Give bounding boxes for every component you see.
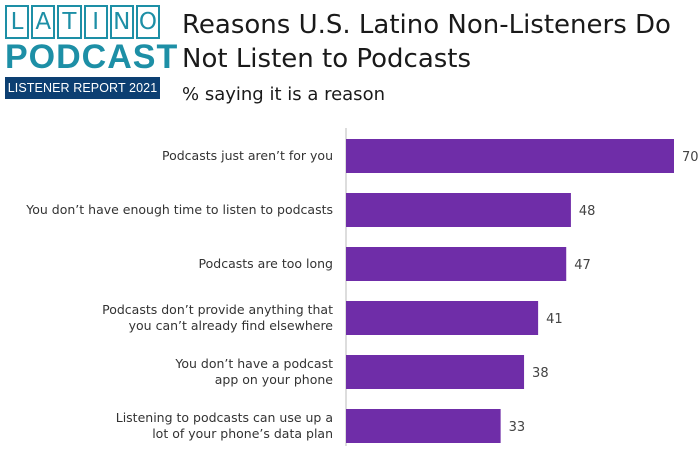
logo-letter: L	[5, 5, 30, 39]
logo-letter: A	[31, 5, 56, 39]
category-label: lot of your phone’s data plan	[152, 426, 333, 441]
data-label: 70	[682, 150, 699, 165]
category-label: You don’t have enough time to listen to …	[25, 202, 333, 217]
logo-latino-wordmark: L A T I N O	[5, 5, 161, 39]
bar	[346, 193, 571, 227]
data-label: 47	[574, 258, 591, 273]
category-label: app on your phone	[215, 372, 334, 387]
category-label: Podcasts don’t provide anything that	[102, 302, 333, 317]
latino-podcast-logo: L A T I N O PODCAST LISTENER REPORT 2021	[5, 5, 179, 99]
bar	[346, 301, 539, 335]
logo-report-banner: LISTENER REPORT 2021	[5, 77, 160, 99]
category-label: Podcasts are too long	[199, 256, 333, 271]
data-label: 38	[532, 366, 549, 381]
bar	[346, 247, 567, 281]
bar	[346, 355, 525, 389]
category-label: you can’t already find elsewhere	[129, 318, 334, 333]
category-label: You don’t have a podcast	[174, 356, 333, 371]
bar	[346, 409, 501, 443]
logo-letter: N	[109, 5, 134, 39]
plot-area: 70 Podcasts just aren’t for you 48 You don’…	[25, 128, 699, 446]
category-label: Listening to podcasts can use up a	[116, 410, 333, 425]
logo-letter: I	[83, 5, 108, 39]
chart-title: Reasons U.S. Latino Non-Listeners Do Not…	[182, 10, 671, 74]
category-label: Podcasts just aren’t for you	[162, 148, 333, 163]
data-label: 48	[579, 204, 596, 219]
data-label: 41	[546, 312, 563, 327]
bar	[346, 139, 674, 173]
chart-subtitle: % saying it is a reason	[182, 84, 385, 105]
data-label: 33	[509, 420, 526, 435]
logo-letter: O	[135, 5, 161, 39]
logo-letter: T	[57, 5, 82, 39]
logo-podcast-wordmark: PODCAST	[5, 38, 179, 76]
